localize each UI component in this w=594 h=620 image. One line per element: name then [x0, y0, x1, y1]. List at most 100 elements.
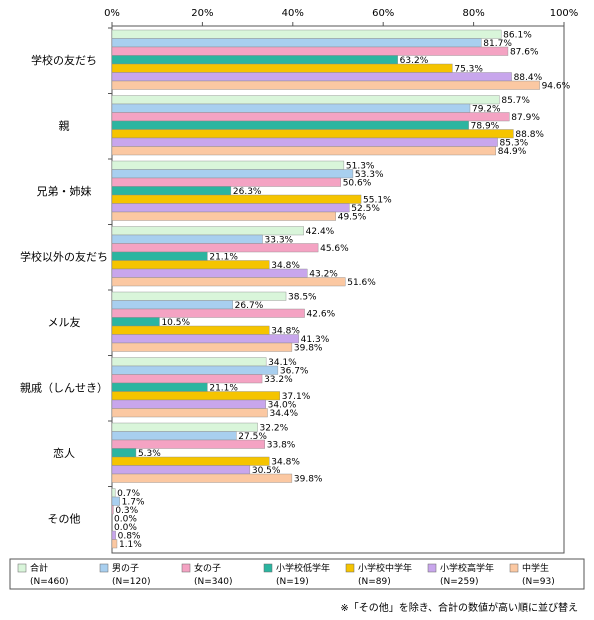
bar-value-label: 0.0%	[114, 523, 137, 533]
bar-value-label: 21.1%	[209, 253, 238, 263]
bar	[111, 234, 263, 244]
bar-value-label: 34.0%	[268, 401, 297, 411]
legend-swatch	[345, 563, 355, 573]
bar	[111, 317, 160, 327]
bar	[111, 456, 270, 466]
bar-value-label: 33.3%	[265, 236, 294, 246]
bar-value-label: 39.8%	[294, 475, 323, 485]
legend-swatch	[181, 563, 191, 573]
bar-value-label: 36.7%	[280, 367, 309, 377]
bar-value-label: 33.8%	[267, 441, 296, 451]
bar-value-label: 88.8%	[515, 130, 544, 140]
bar	[111, 129, 514, 139]
bar-value-label: 34.8%	[271, 261, 300, 271]
category-label: 恋人	[53, 446, 75, 460]
legend-count: (N=89)	[358, 577, 391, 587]
bar-value-label: 1.7%	[122, 498, 145, 508]
bar	[111, 251, 208, 261]
legend-label: 女の子	[194, 562, 221, 574]
legend-count: (N=120)	[112, 577, 150, 587]
bar	[111, 530, 116, 540]
legend-swatch	[99, 563, 109, 573]
x-tick-label: 20%	[191, 8, 213, 19]
bar	[111, 103, 471, 113]
x-axis-ticks: 0% 20% 40% 60% 80% 100%	[104, 8, 578, 26]
bar-value-label: 85.3%	[500, 139, 529, 149]
x-tick-label: 60%	[372, 8, 394, 19]
bar-value-label: 30.5%	[252, 466, 281, 476]
bar-value-label: 21.1%	[209, 384, 238, 394]
bar	[111, 46, 509, 56]
bar-value-label: 51.6%	[347, 278, 376, 288]
bar-value-label: 49.5%	[338, 213, 367, 223]
bar	[111, 55, 398, 65]
legend-label: 男の子	[112, 563, 139, 574]
bar-value-label: 53.3%	[355, 170, 384, 180]
bar-value-label: 38.5%	[288, 293, 317, 303]
bar	[111, 422, 258, 432]
bar	[111, 365, 279, 375]
bar	[111, 308, 305, 318]
bar	[111, 268, 308, 278]
bar	[111, 177, 341, 187]
bar	[111, 408, 268, 418]
bar	[111, 399, 266, 409]
bar	[111, 95, 500, 105]
bar	[111, 112, 510, 122]
bar-value-label: 88.4%	[514, 73, 543, 83]
x-tick-label: 80%	[462, 8, 484, 19]
bar-value-label: 34.1%	[268, 358, 297, 368]
bar-value-label: 39.8%	[294, 344, 323, 354]
bar-value-label: 85.7%	[501, 96, 530, 106]
bar-value-label: 52.5%	[351, 204, 380, 214]
bar-value-label: 33.2%	[264, 375, 293, 385]
bar-value-label: 5.3%	[138, 449, 161, 459]
legend-count: (N=19)	[276, 577, 309, 587]
bar	[111, 539, 118, 549]
bar-value-label: 34.8%	[271, 327, 300, 337]
bar	[111, 146, 496, 156]
bar-value-label: 42.6%	[307, 310, 336, 320]
bar	[111, 391, 280, 401]
x-tick-label: 40%	[282, 8, 304, 19]
legend-swatch	[263, 563, 273, 573]
bar	[111, 465, 251, 475]
bar	[111, 448, 137, 458]
bar-value-label: 45.6%	[320, 244, 349, 254]
legend-label: 小学校低学年	[276, 562, 330, 574]
bar	[111, 186, 232, 196]
legend-label: 中学生	[522, 562, 549, 574]
bar-value-label: 10.5%	[161, 318, 190, 328]
bar	[111, 160, 345, 170]
bar	[111, 291, 287, 301]
bar-value-label: 86.1%	[503, 31, 532, 41]
bar	[111, 260, 270, 270]
category-label: 学校の友だち	[31, 53, 97, 67]
bar-value-label: 43.2%	[309, 270, 338, 280]
bar	[111, 226, 304, 236]
bar	[111, 300, 233, 310]
legend: 合計 (N=460) 男の子 (N=120) 女の子 (N=340) 小学校低学年 (N=19…	[9, 558, 585, 590]
bar	[111, 473, 293, 483]
bar	[111, 431, 237, 441]
x-tick-label: 100%	[550, 8, 579, 19]
bar-value-label: 81.7%	[483, 39, 512, 49]
category-label: 学校以外の友だち	[20, 249, 108, 263]
bar-value-label: 79.2%	[472, 105, 501, 115]
bar	[111, 38, 482, 48]
bar-value-label: 50.6%	[343, 179, 372, 189]
bar-value-label: 32.2%	[260, 424, 289, 434]
bar-value-label: 0.8%	[118, 532, 141, 542]
bar-value-label: 41.3%	[301, 335, 330, 345]
bar	[111, 357, 267, 367]
bar	[111, 29, 502, 39]
bar	[111, 382, 208, 392]
legend-swatch	[17, 563, 27, 573]
bar	[111, 488, 116, 498]
bar-value-label: 34.8%	[271, 458, 300, 468]
bar	[111, 374, 263, 384]
bar	[111, 211, 336, 221]
bar-value-label: 84.9%	[498, 147, 527, 157]
category-label: メル友	[48, 315, 81, 329]
